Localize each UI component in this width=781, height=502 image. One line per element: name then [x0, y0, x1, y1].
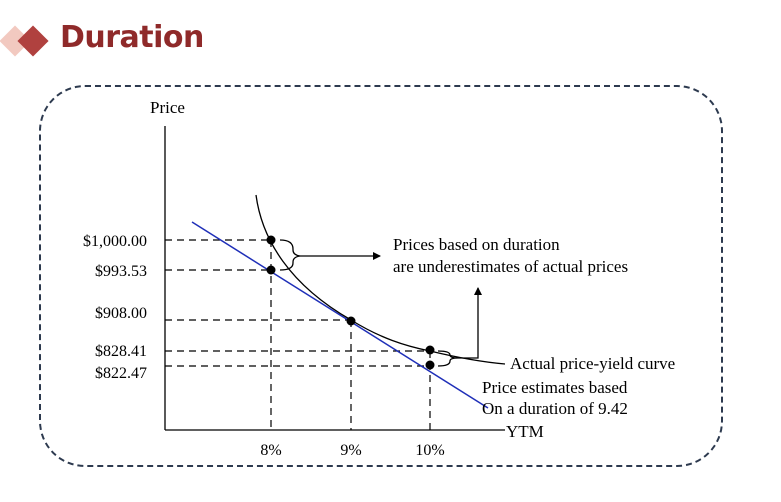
- dashed-rounded-frame: [39, 85, 723, 467]
- estimate-note-line1: Price estimates based: [482, 378, 628, 397]
- arrow-from-10pct-brace: [458, 287, 482, 359]
- estimate-note-line2: On a duration of 9.42: [482, 399, 628, 418]
- point-10pct-actual: [425, 345, 435, 355]
- curve-label: Actual price-yield curve: [510, 354, 675, 373]
- title-bar: Duration: [0, 0, 781, 82]
- duration-tangent-line: [191, 221, 489, 409]
- point-9pct: [346, 316, 356, 326]
- brace-8pct: [279, 239, 301, 271]
- yield-label-8: 8%: [260, 442, 281, 459]
- underestimate-note-line1: Prices based on duration: [393, 235, 560, 254]
- page-title: Duration: [60, 20, 204, 55]
- yield-label-10: 10%: [415, 442, 444, 459]
- price-label-828: $828.41: [95, 343, 147, 360]
- point-10pct-estimate: [425, 360, 435, 370]
- price-label-1000: $1,000.00: [83, 233, 147, 250]
- yield-label-9: 9%: [340, 442, 361, 459]
- y-axis-label: Price: [150, 98, 185, 117]
- price-label-822: $822.47: [95, 365, 147, 382]
- price-label-908: $908.00: [95, 305, 147, 322]
- point-8pct-estimate: [266, 265, 276, 275]
- price-yield-curve: [255, 194, 506, 365]
- underestimate-note-line2: are underestimates of actual prices: [393, 257, 628, 276]
- x-axis-label: YTM: [506, 422, 544, 441]
- point-8pct-actual: [266, 235, 276, 245]
- price-label-993: $993.53: [95, 263, 147, 280]
